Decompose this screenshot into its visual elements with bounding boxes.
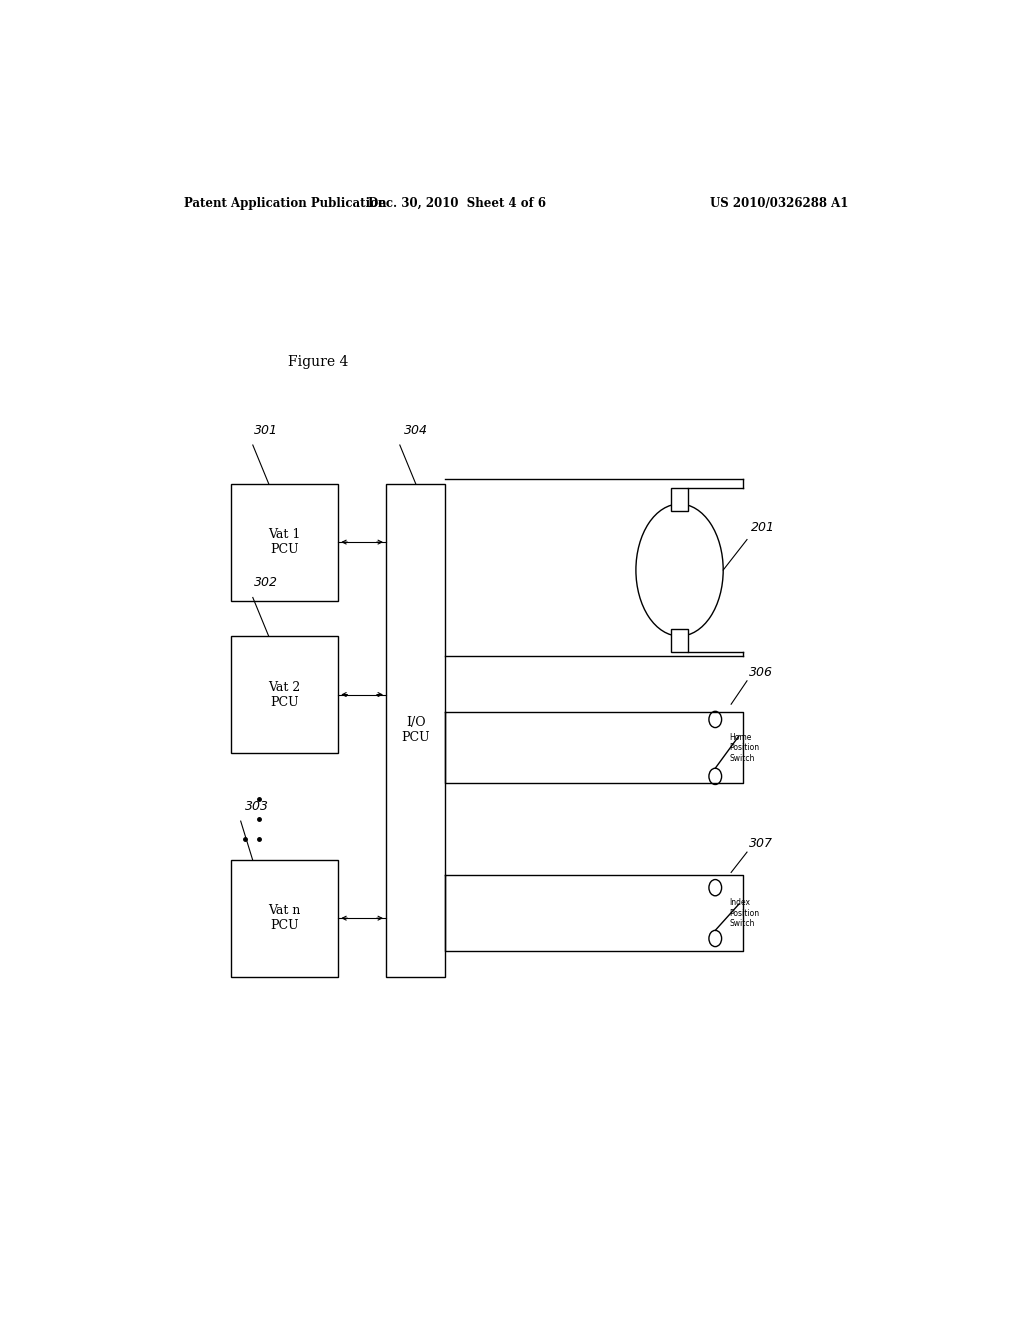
Text: 306: 306	[749, 665, 772, 678]
Bar	[671, 630, 688, 652]
Bar	[231, 859, 338, 977]
Text: Vat n
PCU: Vat n PCU	[268, 904, 301, 932]
Text: 302: 302	[254, 577, 279, 589]
Circle shape	[709, 768, 722, 784]
Text: 201: 201	[751, 521, 775, 535]
Circle shape	[709, 711, 722, 727]
Text: Index
Position
Switch: Index Position Switch	[729, 898, 760, 928]
Circle shape	[709, 879, 722, 896]
Bar	[231, 483, 338, 601]
Circle shape	[709, 931, 722, 946]
Text: 307: 307	[749, 837, 772, 850]
Text: 301: 301	[254, 424, 279, 437]
Text: Vat 2
PCU: Vat 2 PCU	[268, 681, 301, 709]
Bar	[231, 636, 338, 752]
Text: Home
Position
Switch: Home Position Switch	[729, 733, 760, 763]
Bar	[386, 483, 445, 977]
Ellipse shape	[636, 504, 723, 636]
Text: Figure 4: Figure 4	[289, 355, 348, 368]
Text: 303: 303	[245, 800, 268, 813]
Text: Dec. 30, 2010  Sheet 4 of 6: Dec. 30, 2010 Sheet 4 of 6	[369, 197, 547, 210]
Text: Vat 1
PCU: Vat 1 PCU	[268, 528, 301, 556]
Text: I/O
PCU: I/O PCU	[401, 717, 430, 744]
Text: 304: 304	[403, 424, 428, 437]
Text: Patent Application Publication: Patent Application Publication	[183, 197, 386, 210]
Bar	[671, 488, 688, 511]
Text: US 2010/0326288 A1: US 2010/0326288 A1	[710, 197, 848, 210]
